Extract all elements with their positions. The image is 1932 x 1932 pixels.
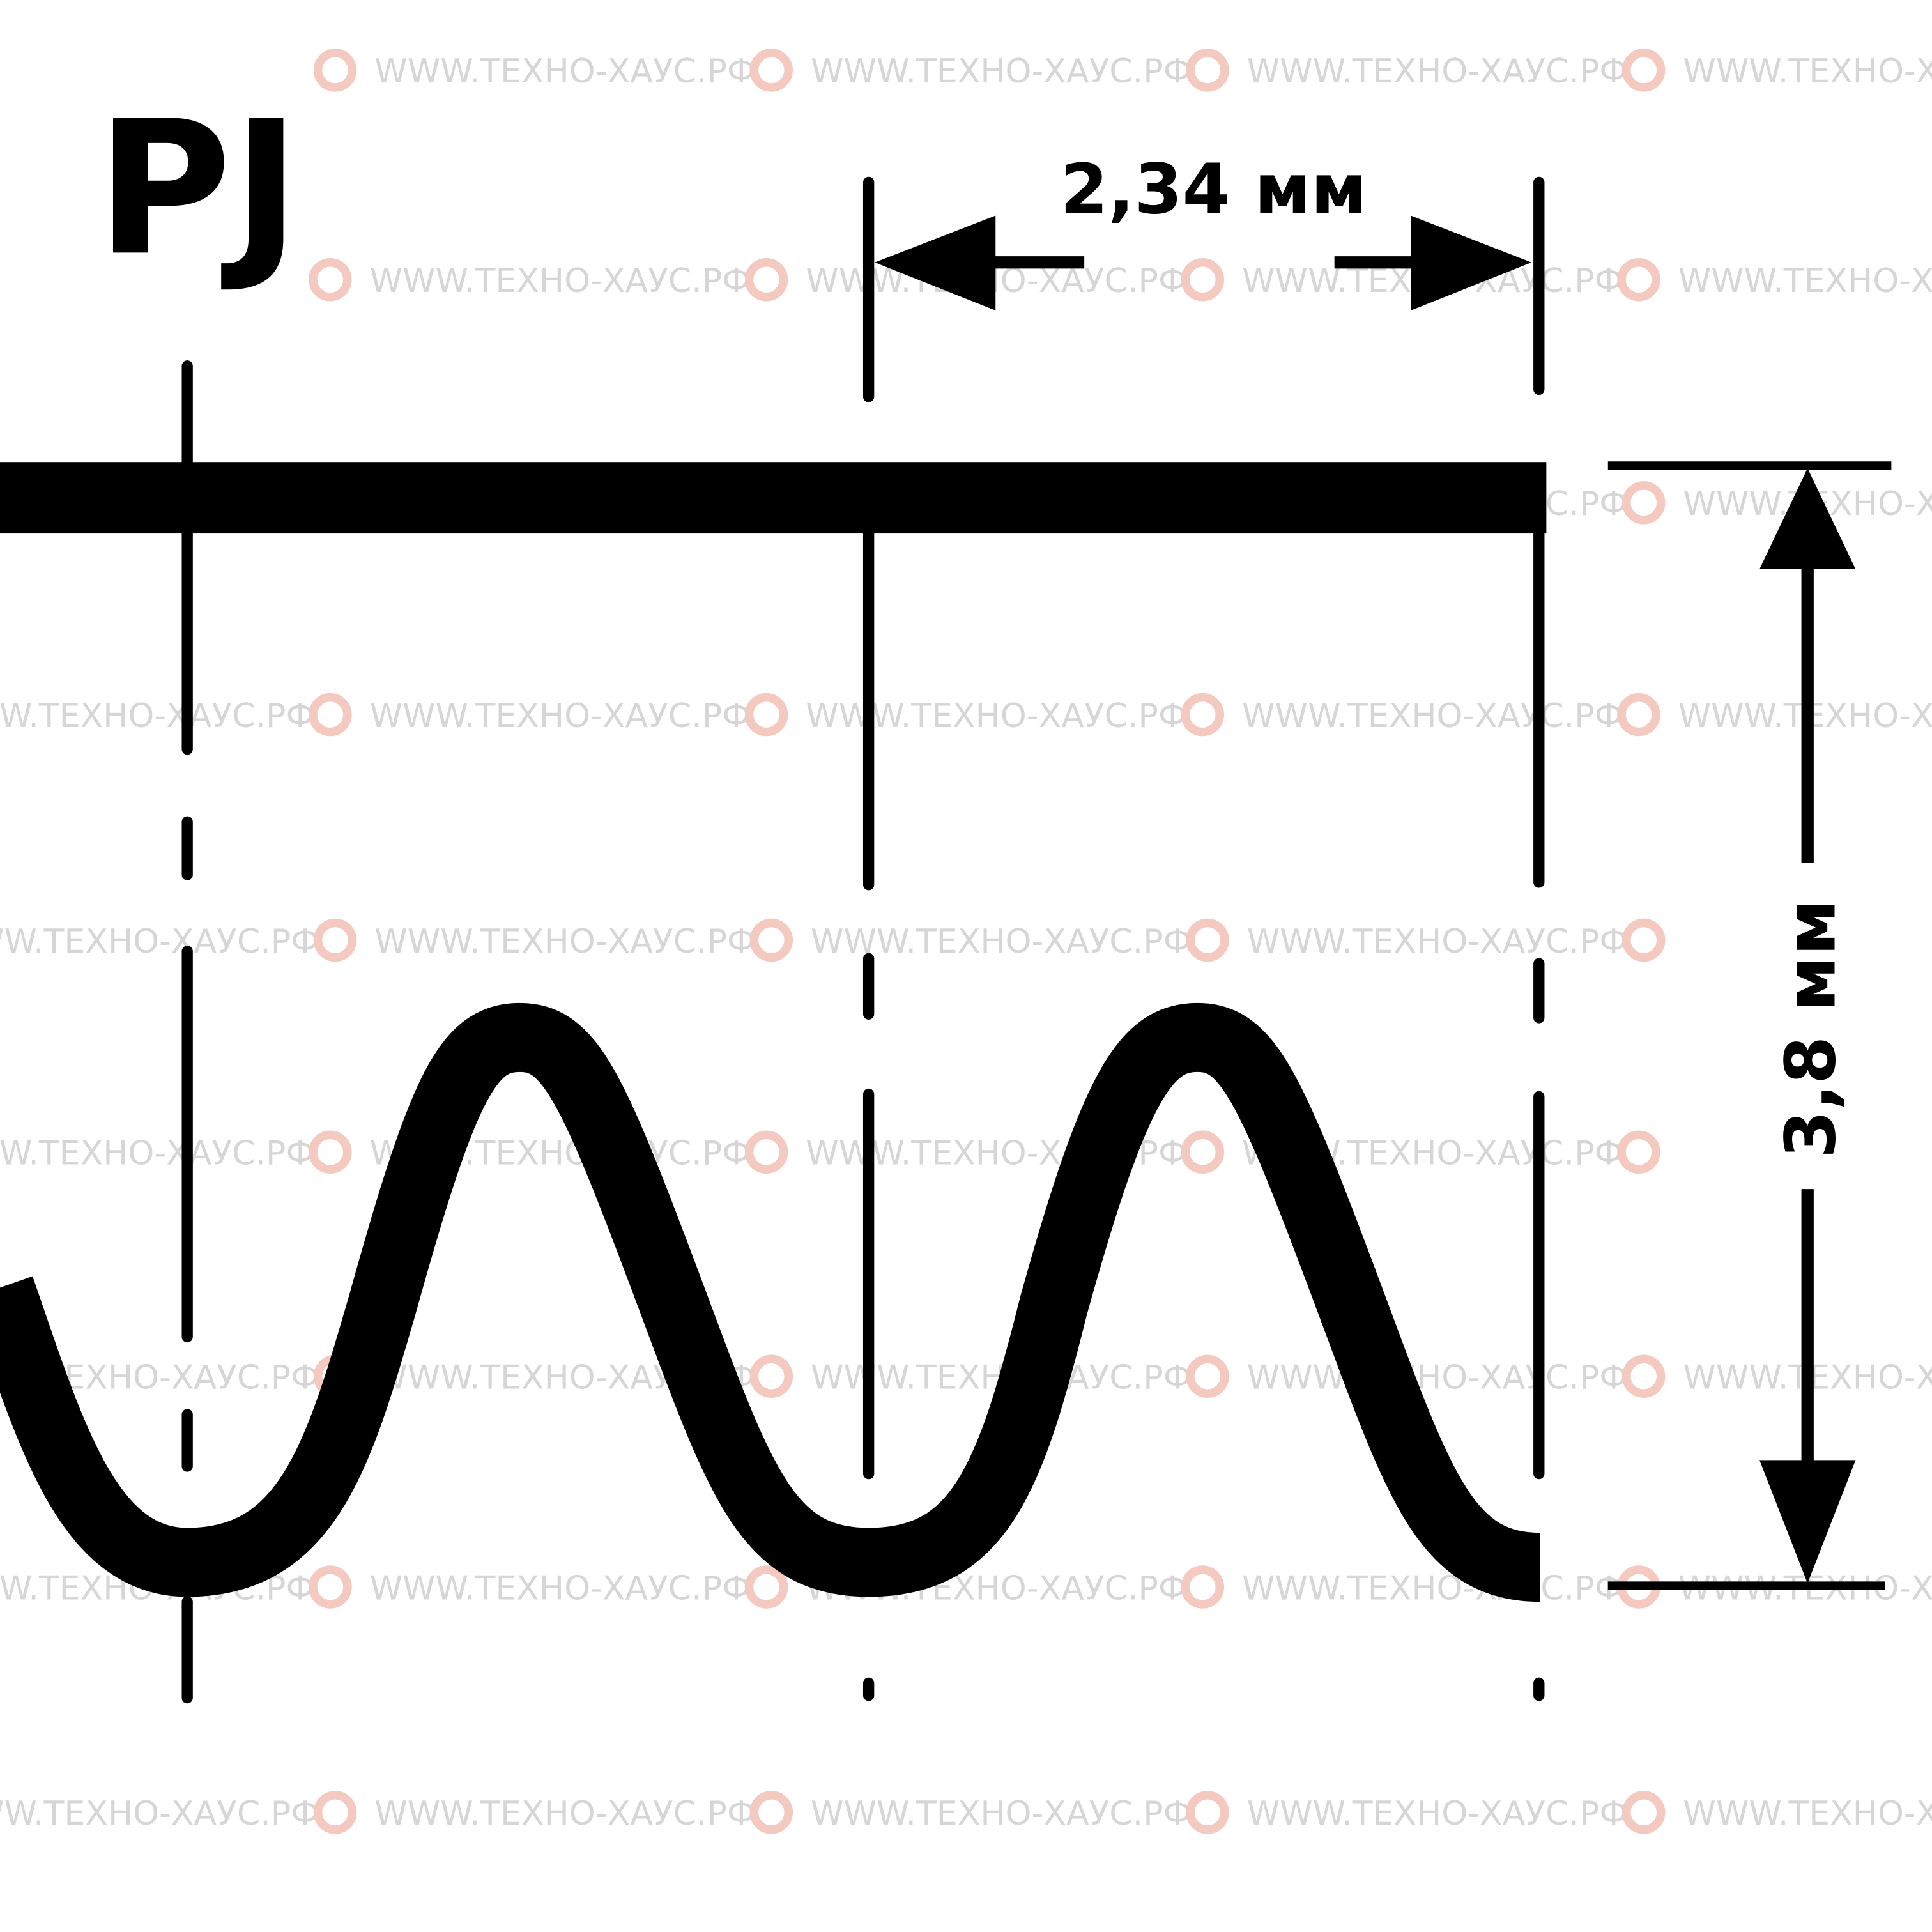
profile-label: PJ (96, 81, 300, 296)
watermark-text: WWW.ТЕХНО-ХАУС.РФ (374, 923, 755, 961)
watermark-text: WWW.ТЕХНО-ХАУС.РФ (370, 262, 751, 300)
watermark-logo-icon (744, 1565, 788, 1609)
watermark-logo-icon (1617, 258, 1660, 302)
watermark-text: WWW.ТЕХНО-ХАУС.РФ (1247, 923, 1628, 961)
pitch-dimension: 2,34 мм (875, 150, 1532, 310)
watermark-logo-icon (313, 49, 357, 92)
watermark-text: WWW.ТЕХНО-ХАУС.РФ (370, 697, 751, 735)
watermark-logo-icon (1181, 258, 1225, 302)
watermark-logo-icon (309, 258, 352, 302)
watermark-logo-icon (1181, 1130, 1225, 1174)
watermark-logo-icon (744, 693, 788, 737)
watermark-text: WWW.ТЕХНО-ХАУС.РФ (811, 1795, 1192, 1833)
watermark-logo-icon (1617, 1130, 1660, 1174)
watermark-text: WWW.ТЕХНО-ХАУС.РФ (0, 697, 314, 735)
height-dimension: 3,8 мм (1607, 461, 1892, 1590)
watermark-text: WWW.ТЕХНО-ХАУС.РФ (1242, 697, 1623, 735)
watermark-text: WWW.ТЕХНО-ХАУС.РФ (374, 1795, 755, 1833)
watermark-logo-icon (309, 1130, 352, 1174)
watermark-logo-icon (749, 1354, 793, 1398)
watermark-logo-icon (749, 1791, 793, 1834)
watermark-logo-icon (749, 918, 793, 962)
rib-profile-wave (0, 1002, 1542, 1602)
watermark-text: WWW.ТЕХНО-ХАУС.РФ (1683, 1795, 1932, 1833)
watermark-text: WWW.ТЕХНО-ХАУС.РФ (811, 52, 1192, 91)
watermark-text: WWW.ТЕХНО-ХАУС.РФ (0, 923, 319, 961)
center-lines (181, 176, 1545, 1704)
watermark-text: WWW.ТЕХНО-ХАУС.РФ (806, 697, 1186, 735)
watermark-logo-icon (1621, 481, 1666, 525)
watermark-logo-icon (309, 1565, 352, 1609)
watermark-logo-icon (1621, 918, 1666, 962)
height-dimension-label: 3,8 мм (1772, 900, 1851, 1158)
watermark-text: WWW.ТЕХНО-ХАУС.РФ (1683, 52, 1932, 91)
belt-top-band (0, 462, 1547, 534)
watermark-text: WWW.ТЕХНО-ХАУС.РФ (374, 52, 755, 91)
watermark-logo-icon (749, 49, 793, 92)
watermark-text: WWW.ТЕХНО-ХАУС.РФ (811, 923, 1192, 961)
watermark-text: WWW.ТЕХНО-ХАУС.РФ (1247, 1359, 1628, 1397)
pitch-dimension-label: 2,34 мм (1060, 150, 1367, 230)
watermark-logo-icon (744, 258, 788, 302)
watermark-text: WWW.ТЕХНО-ХАУС.РФ (1242, 1569, 1623, 1607)
watermark-logo-icon (309, 693, 352, 737)
watermark-logo-icon (1617, 693, 1660, 737)
watermark-logo-icon (1181, 1565, 1225, 1609)
watermark-logo-icon (744, 1130, 788, 1174)
watermark-logo-icon (1186, 49, 1229, 92)
watermark-logo-icon (1621, 1354, 1666, 1398)
watermark-logo-icon (1186, 1791, 1229, 1834)
watermark-logo-icon (1621, 1791, 1666, 1834)
watermark-text: WWW.ТЕХНО-ХАУС.РФ (1247, 52, 1628, 91)
watermark-text: WWW.ТЕХНО-ХАУС.РФ (1247, 1795, 1628, 1833)
watermark-logo-icon (1186, 1354, 1229, 1398)
watermark-logo-icon (1186, 918, 1229, 962)
watermark-text: WWW.ТЕХНО-ХАУС.РФ (0, 1135, 314, 1173)
watermark-logo-icon (313, 918, 357, 962)
watermark-text: WWW.ТЕХНО-ХАУС.РФ (1678, 262, 1932, 300)
watermark-text: WWW.ТЕХНО-ХАУС.РФ (0, 1795, 319, 1833)
watermark-logo-icon (1621, 49, 1666, 92)
watermark-logo-icon (313, 1791, 357, 1834)
watermark-logo-icon (1181, 693, 1225, 737)
watermark-text: WWW.ТЕХНО-ХАУС.РФ (370, 1569, 751, 1607)
